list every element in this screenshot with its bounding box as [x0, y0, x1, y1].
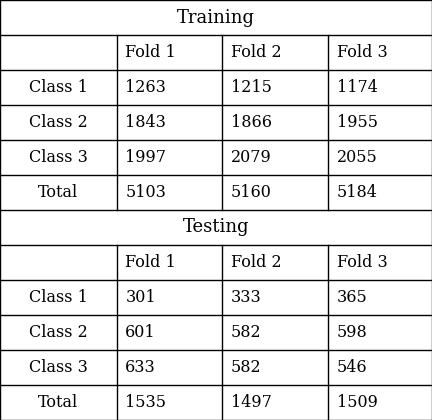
Text: Testing: Testing: [183, 218, 249, 236]
Text: 1509: 1509: [337, 394, 378, 411]
Text: Fold 2: Fold 2: [231, 254, 282, 271]
Text: Fold 3: Fold 3: [337, 254, 388, 271]
Text: Fold 3: Fold 3: [337, 44, 388, 61]
Text: 365: 365: [337, 289, 368, 306]
Text: Fold 1: Fold 1: [125, 44, 176, 61]
Text: Fold 2: Fold 2: [231, 44, 282, 61]
Text: Training: Training: [177, 8, 255, 26]
Text: Class 1: Class 1: [29, 79, 88, 96]
Text: 1843: 1843: [125, 114, 166, 131]
Text: Class 3: Class 3: [29, 149, 88, 166]
Text: 582: 582: [231, 324, 262, 341]
Text: Class 2: Class 2: [29, 324, 88, 341]
Text: Fold 1: Fold 1: [125, 254, 176, 271]
Text: 1535: 1535: [125, 394, 166, 411]
Text: 1263: 1263: [125, 79, 166, 96]
Text: Total: Total: [38, 394, 79, 411]
Text: 333: 333: [231, 289, 262, 306]
Text: 5103: 5103: [125, 184, 166, 201]
Text: 2055: 2055: [337, 149, 378, 166]
Text: 633: 633: [125, 359, 156, 376]
Text: Total: Total: [38, 184, 79, 201]
Text: 301: 301: [125, 289, 156, 306]
Text: Class 2: Class 2: [29, 114, 88, 131]
Text: Class 1: Class 1: [29, 289, 88, 306]
Text: 1866: 1866: [231, 114, 272, 131]
Text: Class 3: Class 3: [29, 359, 88, 376]
Text: 5160: 5160: [231, 184, 272, 201]
Text: 582: 582: [231, 359, 262, 376]
Text: 1174: 1174: [337, 79, 378, 96]
Text: 5184: 5184: [337, 184, 378, 201]
Text: 598: 598: [337, 324, 368, 341]
Text: 2079: 2079: [231, 149, 272, 166]
Text: 1997: 1997: [125, 149, 166, 166]
Text: 546: 546: [337, 359, 368, 376]
Text: 1955: 1955: [337, 114, 378, 131]
Text: 601: 601: [125, 324, 156, 341]
Text: 1215: 1215: [231, 79, 272, 96]
Text: 1497: 1497: [231, 394, 272, 411]
